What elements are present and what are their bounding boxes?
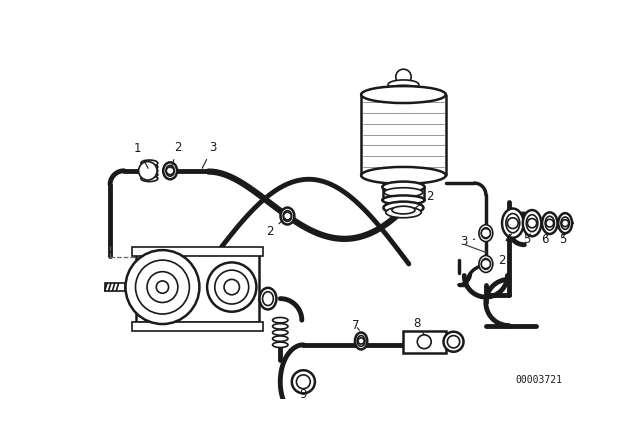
Text: 00003721: 00003721 (516, 375, 563, 385)
Bar (136, 252, 259, 322)
Circle shape (125, 250, 200, 324)
Ellipse shape (558, 213, 572, 233)
Ellipse shape (384, 188, 422, 197)
Ellipse shape (482, 228, 490, 238)
Ellipse shape (355, 332, 367, 349)
Bar (132, 247, 262, 256)
Circle shape (358, 338, 364, 344)
Ellipse shape (482, 258, 490, 269)
Ellipse shape (523, 210, 541, 236)
Ellipse shape (280, 207, 294, 224)
Circle shape (396, 69, 411, 85)
Circle shape (139, 162, 157, 180)
Ellipse shape (141, 168, 158, 174)
Circle shape (417, 335, 431, 349)
Ellipse shape (542, 212, 557, 234)
Text: 7: 7 (352, 319, 360, 332)
Text: 6: 6 (541, 233, 549, 246)
Ellipse shape (502, 208, 524, 238)
Ellipse shape (283, 211, 292, 221)
Text: 5: 5 (523, 233, 531, 246)
Text: 2: 2 (266, 218, 285, 238)
Ellipse shape (387, 85, 420, 93)
Ellipse shape (273, 336, 288, 341)
Ellipse shape (392, 206, 415, 214)
Ellipse shape (273, 323, 288, 329)
Circle shape (444, 332, 463, 352)
Circle shape (508, 218, 518, 228)
Ellipse shape (383, 202, 424, 214)
Circle shape (562, 220, 568, 227)
Ellipse shape (479, 225, 493, 241)
Circle shape (136, 260, 189, 314)
Ellipse shape (361, 86, 446, 103)
Text: 2: 2 (415, 190, 433, 208)
Circle shape (224, 280, 239, 295)
Text: 8: 8 (413, 317, 424, 335)
Circle shape (147, 271, 178, 302)
Ellipse shape (273, 318, 288, 323)
Circle shape (292, 370, 315, 393)
Ellipse shape (479, 255, 493, 272)
Ellipse shape (382, 181, 424, 192)
Circle shape (296, 375, 310, 389)
Text: 1: 1 (134, 142, 148, 168)
Text: 9: 9 (300, 388, 307, 401)
Ellipse shape (545, 216, 554, 230)
Ellipse shape (262, 292, 273, 306)
Circle shape (207, 263, 257, 312)
Text: 5: 5 (559, 233, 566, 246)
Ellipse shape (386, 207, 421, 218)
Circle shape (215, 270, 249, 304)
Ellipse shape (259, 288, 276, 310)
Bar (105, 283, 125, 291)
Ellipse shape (141, 160, 158, 166)
Ellipse shape (141, 176, 158, 181)
Circle shape (546, 220, 554, 227)
Ellipse shape (506, 214, 520, 233)
Circle shape (284, 212, 291, 220)
Circle shape (156, 281, 168, 293)
Bar (403, 331, 446, 353)
Text: 4: 4 (504, 233, 512, 246)
Ellipse shape (163, 162, 177, 179)
Text: 2: 2 (171, 141, 182, 168)
Ellipse shape (361, 167, 446, 184)
Circle shape (481, 259, 490, 269)
Ellipse shape (388, 80, 419, 89)
Text: 3: 3 (461, 235, 475, 248)
Text: 2: 2 (492, 254, 506, 267)
Ellipse shape (526, 215, 538, 232)
Ellipse shape (382, 195, 424, 205)
Ellipse shape (273, 330, 288, 335)
Ellipse shape (141, 164, 158, 170)
Ellipse shape (141, 172, 158, 178)
Circle shape (447, 336, 460, 348)
Circle shape (166, 167, 174, 175)
Circle shape (481, 228, 490, 238)
Ellipse shape (166, 165, 174, 176)
Ellipse shape (273, 342, 288, 348)
Ellipse shape (561, 217, 570, 229)
Bar (132, 322, 262, 331)
Text: 3: 3 (202, 141, 216, 168)
Ellipse shape (357, 336, 365, 346)
Circle shape (527, 219, 537, 228)
